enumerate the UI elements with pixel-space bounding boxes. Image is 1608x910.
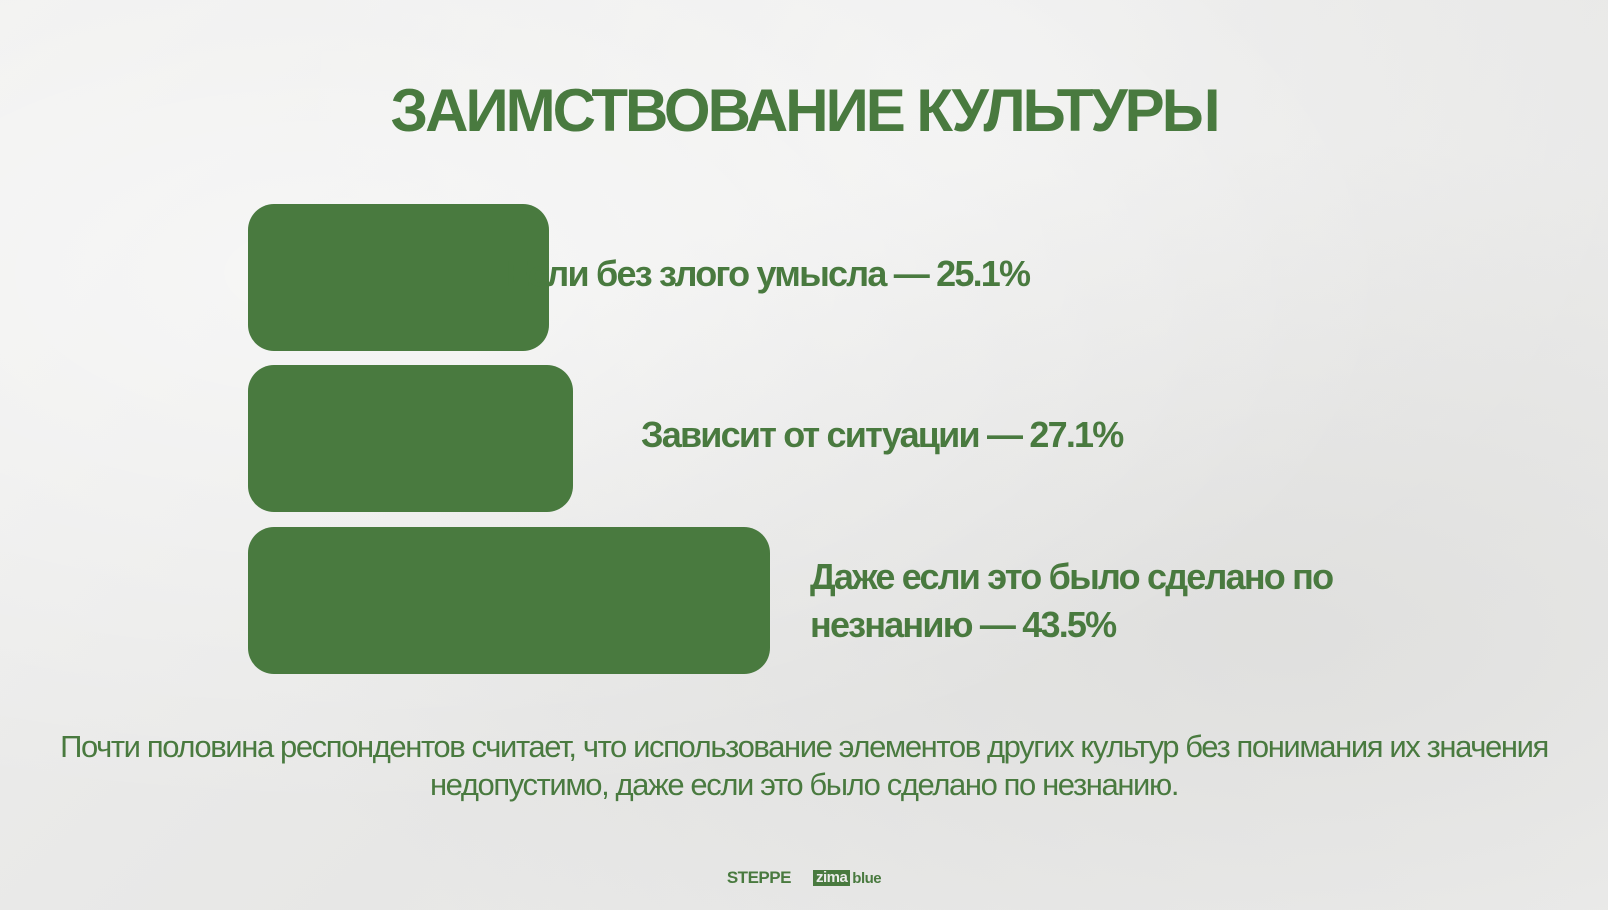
- bar-label-even-if-ignorant: Даже если это было сделано по незнанию —…: [810, 556, 1334, 645]
- bar-label-malice-free: Если без злого умысла — 25.1%: [506, 253, 1031, 294]
- footer-logos: STEPPE zima blue: [0, 868, 1608, 888]
- zima-blue-logo: zima blue: [812, 869, 882, 887]
- bar-malice-free: [248, 204, 549, 351]
- bar-label-depends: Зависит от ситуации — 27.1%: [641, 414, 1124, 455]
- caption-text: Почти половина респондентов считает, что…: [60, 729, 1549, 802]
- zima-logo-text: blue: [852, 869, 882, 887]
- bar-depends: [248, 365, 573, 512]
- chart-title: ЗАИМСТВОВАНИЕ КУЛЬТУРЫ: [390, 77, 1221, 144]
- steppe-logo: STEPPE: [726, 868, 792, 887]
- bar-even-if-ignorant: [248, 527, 770, 674]
- zima-logo-box: zima: [812, 870, 851, 886]
